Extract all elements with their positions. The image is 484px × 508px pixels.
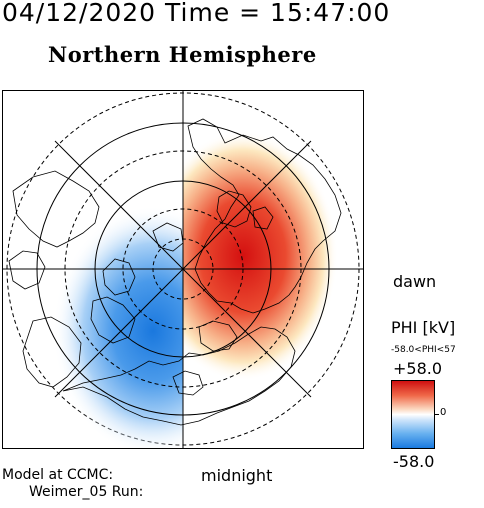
polar-map-frame <box>2 90 364 449</box>
timestamp-title: 04/12/2020 Time = 15:47:00 <box>2 0 391 27</box>
model-credit-line2: Weimer_05 Run: <box>29 484 144 500</box>
hemisphere-title: Northern Hemisphere <box>48 42 317 67</box>
coastlines <box>8 118 342 426</box>
polar-potential-map <box>3 91 363 448</box>
meridian-diagonal-2 <box>54 140 312 398</box>
colorbar-max-label: +58.0 <box>393 359 443 378</box>
colorbar-zero-label: 0 <box>440 407 447 418</box>
colorbar-min-label: -58.0 <box>393 452 435 471</box>
colorbar <box>391 380 435 449</box>
colorbar-zero-tick <box>435 414 439 415</box>
colorbar-range: -58.0<PHI<57 <box>391 345 456 355</box>
model-credit-line1: Model at CCMC: <box>2 467 114 483</box>
dawn-potential-cell <box>183 131 338 381</box>
colorbar-title: PHI [kV] <box>391 318 456 337</box>
dusk-potential-cell <box>53 206 183 448</box>
dawn-label: dawn <box>393 272 437 291</box>
midnight-label: midnight <box>201 466 273 485</box>
